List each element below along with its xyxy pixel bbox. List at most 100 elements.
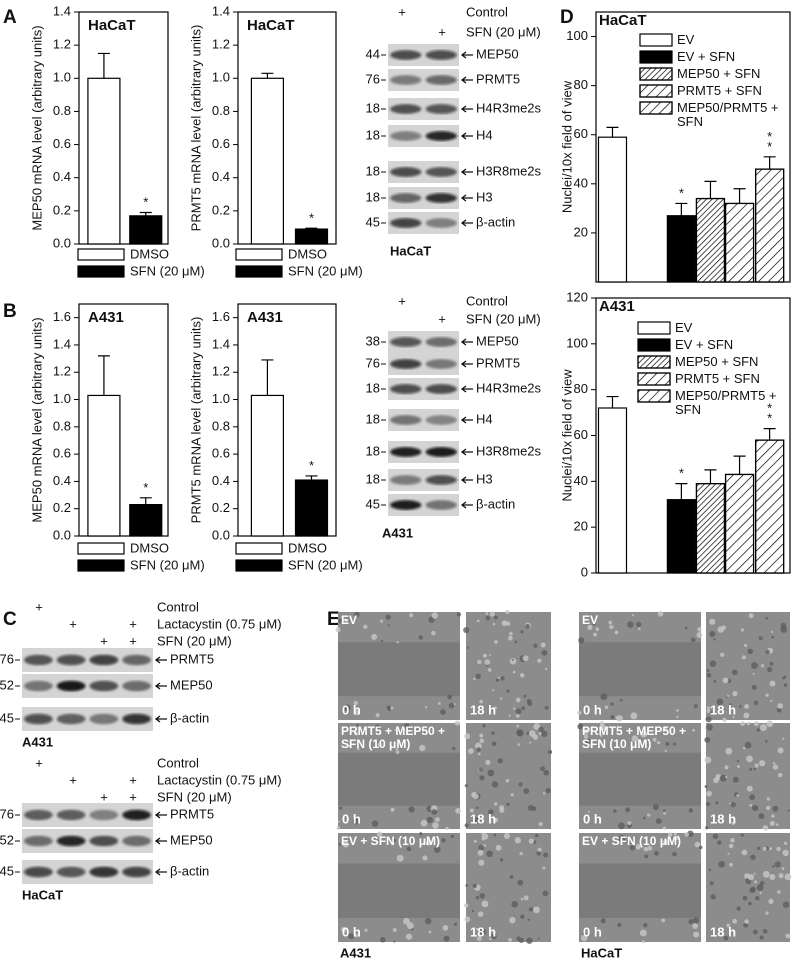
cell-texture (619, 698, 623, 702)
lane-marker: + (69, 772, 77, 787)
cell-texture (495, 678, 500, 682)
cell-texture (673, 832, 677, 836)
legend-label: MEP50 + SFN (675, 355, 759, 369)
cell-texture (338, 618, 343, 624)
cell-texture (393, 940, 396, 943)
error-bar (763, 156, 776, 170)
cell-texture (684, 832, 690, 837)
cell-texture (688, 808, 694, 813)
cell-texture (672, 742, 676, 746)
cell-texture (520, 914, 525, 919)
cell-texture (506, 802, 510, 806)
blot-band (56, 835, 86, 847)
cell-texture (643, 922, 648, 928)
cell-texture (618, 834, 626, 842)
cell-texture (547, 749, 553, 755)
cell-texture (348, 744, 351, 748)
cell-texture (732, 918, 738, 924)
cell-texture (456, 612, 461, 617)
cell-texture (486, 850, 493, 858)
cell-texture (521, 706, 526, 711)
cell-texture (515, 708, 522, 715)
cell-texture (538, 726, 544, 733)
cell-texture (684, 626, 688, 630)
cell-texture (473, 817, 479, 823)
legend-label: DMSO (130, 246, 169, 261)
cell-texture (643, 846, 649, 852)
cell-texture (473, 839, 477, 843)
bar (129, 504, 163, 537)
cell-texture (479, 699, 484, 704)
cell-texture (766, 720, 774, 728)
bar (250, 394, 284, 537)
cell-texture (717, 626, 724, 633)
y-tick-label: 100 (566, 335, 588, 350)
blot-band (425, 447, 457, 457)
treatment-label: SFN (20 μM) (157, 633, 232, 648)
cell-texture (464, 784, 468, 788)
y-tick-label: 0.8 (212, 418, 230, 433)
blot-band (23, 654, 53, 666)
cell-texture (485, 759, 491, 765)
significance: * (143, 480, 148, 495)
cell-texture (752, 672, 755, 675)
cell-texture (488, 809, 494, 815)
cell-texture (538, 732, 542, 736)
legend-label-box: MEP50 + SFN (675, 355, 759, 369)
blot-strip (388, 409, 459, 431)
significance: * * (767, 401, 772, 426)
blot-band (122, 713, 152, 725)
cell-texture (485, 612, 489, 615)
cell-texture (737, 765, 740, 768)
cell-texture (346, 933, 349, 936)
cell-texture (777, 890, 781, 894)
blot-band (425, 337, 457, 347)
cell-texture (528, 730, 536, 737)
cell-texture (348, 933, 355, 940)
legend-swatch (235, 248, 283, 261)
cell-texture (491, 731, 495, 735)
wound-gap (579, 752, 701, 806)
cell-texture (447, 694, 452, 700)
arrow (154, 656, 167, 664)
legend-swatch (77, 265, 125, 278)
cell-texture (578, 637, 585, 644)
cell-texture (527, 701, 533, 707)
error-bar (675, 483, 688, 500)
error-bar (733, 188, 746, 204)
cell-texture (778, 873, 784, 879)
cell-texture (419, 744, 426, 752)
blot-band (89, 713, 119, 725)
cell-texture (772, 764, 779, 770)
cell-texture (709, 881, 714, 886)
cell-texture (775, 823, 779, 826)
cell-texture (636, 621, 642, 628)
lane-marker: + (398, 4, 406, 19)
cell-texture (614, 630, 619, 635)
cell-texture (537, 847, 542, 852)
blot-band (56, 680, 86, 692)
cell-texture (753, 700, 759, 706)
blot-band (425, 384, 457, 394)
cell-texture (615, 716, 618, 719)
y-tick-label: 0.8 (53, 418, 71, 433)
y-tick-label: 0.4 (53, 473, 71, 488)
y-tick-label: 0.4 (53, 169, 71, 184)
cell-texture (719, 774, 727, 782)
cell-texture (755, 895, 760, 901)
protein-label: H3 (476, 471, 493, 486)
significance: * (679, 466, 684, 481)
arrow (460, 76, 473, 84)
cell-texture (716, 698, 724, 706)
cell-texture (476, 936, 482, 942)
cell-texture (769, 680, 776, 687)
cell-texture (514, 640, 518, 644)
cell-texture (717, 840, 722, 845)
lane-marker: + (129, 616, 137, 631)
cell-texture (494, 802, 498, 806)
cell-texture (450, 834, 454, 838)
cell-texture (453, 922, 458, 926)
cell-texture (356, 747, 360, 751)
cell-texture (762, 928, 768, 934)
protein-label: H3R8me2s (476, 163, 542, 178)
